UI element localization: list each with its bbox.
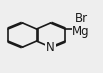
Text: Mg: Mg [72,25,90,38]
Text: Br: Br [75,12,88,25]
Text: N: N [46,41,55,54]
